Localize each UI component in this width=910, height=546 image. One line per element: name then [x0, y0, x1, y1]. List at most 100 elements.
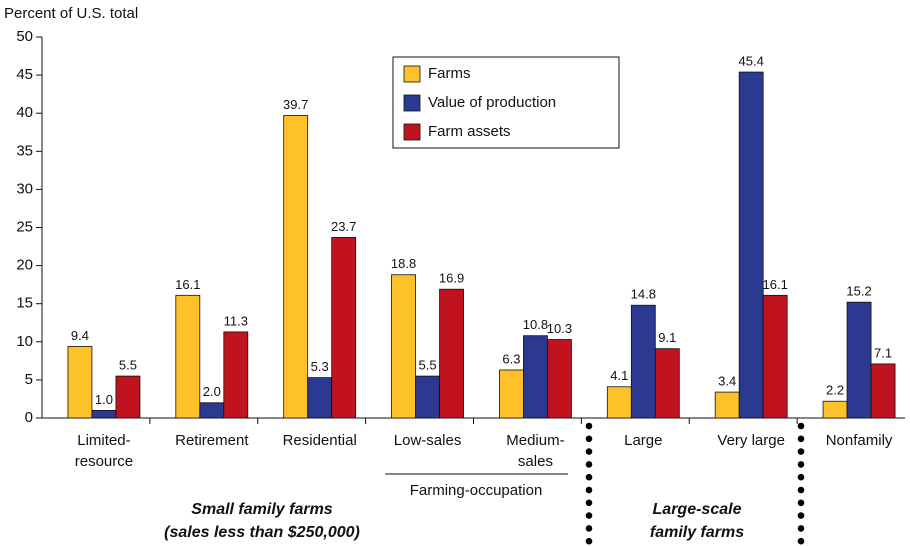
y-axis-title: Percent of U.S. total	[4, 5, 138, 22]
y-tick-label: 15	[16, 295, 33, 312]
bar	[606, 386, 632, 419]
value-label: 18.8	[391, 256, 416, 271]
value-label: 6.3	[502, 351, 520, 366]
legend-label: Farms	[428, 65, 471, 82]
x-tick-label: resource	[75, 453, 133, 470]
separator-dot	[797, 499, 805, 507]
bar	[199, 402, 225, 419]
y-tick-label: 40	[16, 104, 33, 121]
separator-dot	[797, 537, 805, 545]
legend-label: Farm assets	[428, 123, 511, 140]
separator-dot	[797, 512, 805, 519]
value-label: 39.7	[283, 97, 308, 112]
bar	[738, 71, 764, 419]
bar	[714, 391, 740, 419]
annotation: Small family farms	[191, 501, 333, 518]
separator-dot	[797, 435, 805, 443]
annotation: Farming-occupation	[410, 482, 543, 499]
value-label: 1.0	[95, 392, 113, 407]
value-label: 4.1	[610, 368, 628, 383]
separator-dot	[585, 537, 593, 545]
value-label: 16.1	[763, 277, 788, 292]
value-label: 5.5	[119, 358, 137, 373]
separator-dot	[797, 486, 805, 494]
y-tick-label: 35	[16, 142, 33, 159]
annotation: Large-scale	[653, 501, 742, 518]
legend-swatch	[403, 123, 421, 141]
y-tick-label: 20	[16, 257, 33, 274]
separator-dot	[797, 448, 805, 455]
separator-dot	[585, 525, 593, 532]
value-label: 5.3	[311, 359, 329, 374]
value-label: 23.7	[331, 219, 356, 234]
y-tick-label: 10	[16, 333, 33, 350]
bar	[223, 331, 249, 419]
separator-dot	[797, 525, 805, 532]
value-label: 16.9	[439, 271, 464, 286]
bar	[822, 400, 848, 419]
x-tick-label: sales	[518, 453, 553, 470]
annotation: (sales less than $250,000)	[164, 524, 360, 541]
bar	[523, 335, 548, 419]
value-label: 15.2	[846, 284, 871, 299]
x-tick-label: Low-sales	[394, 432, 462, 449]
value-label: 2.2	[826, 383, 844, 398]
y-tick-label: 0	[25, 409, 33, 426]
legend-box	[392, 56, 620, 149]
bar	[283, 115, 309, 419]
separator-dot	[585, 461, 593, 468]
x-tick-label: Retirement	[175, 432, 249, 449]
value-label: 16.1	[175, 277, 200, 292]
y-tick-label: 30	[16, 180, 33, 197]
bar	[67, 345, 93, 419]
value-label: 5.5	[419, 358, 437, 373]
legend-swatch	[403, 94, 421, 112]
y-tick-label: 50	[16, 28, 33, 45]
bar	[762, 294, 788, 419]
bar	[547, 339, 572, 419]
x-tick-label: Limited-	[77, 432, 130, 449]
bar	[175, 294, 201, 419]
separator-dot	[797, 473, 805, 481]
value-label: 2.0	[203, 384, 221, 399]
value-label: 11.3	[224, 313, 248, 328]
separator-dot	[797, 461, 805, 468]
bar	[307, 377, 333, 419]
bar	[91, 409, 117, 419]
x-tick-label: Residential	[283, 432, 357, 449]
bar	[115, 375, 141, 419]
legend-label: Value of production	[428, 94, 556, 111]
value-label: 7.1	[874, 345, 892, 360]
annotation: family farms	[650, 524, 744, 541]
separator-dot	[585, 486, 593, 494]
bar	[654, 348, 680, 419]
bar	[391, 274, 416, 419]
bar	[870, 363, 896, 419]
value-label: 9.4	[71, 328, 89, 343]
value-label: 9.1	[658, 330, 676, 345]
bar	[499, 369, 524, 419]
bar	[630, 304, 656, 419]
bar	[439, 288, 464, 419]
separator-dot	[585, 499, 593, 507]
separator-dot	[585, 448, 593, 455]
value-label: 14.8	[631, 287, 656, 302]
separator-dot	[585, 512, 593, 519]
separator-dot	[797, 422, 805, 430]
bar	[415, 375, 440, 419]
value-label: 10.3	[547, 321, 572, 336]
y-tick-label: 25	[16, 218, 33, 235]
x-tick-label: Large	[624, 432, 662, 449]
value-label: 3.4	[718, 374, 736, 389]
separator-dot	[585, 435, 593, 443]
bar	[846, 301, 872, 419]
bar	[331, 237, 357, 419]
x-tick-label: Very large	[717, 432, 785, 449]
x-tick-label: Medium-	[506, 432, 564, 449]
legend-swatch	[403, 65, 421, 83]
x-tick-label: Nonfamily	[826, 432, 893, 449]
y-tick-label: 5	[25, 371, 33, 388]
value-label: 10.8	[523, 317, 548, 332]
y-tick-label: 45	[16, 66, 33, 83]
